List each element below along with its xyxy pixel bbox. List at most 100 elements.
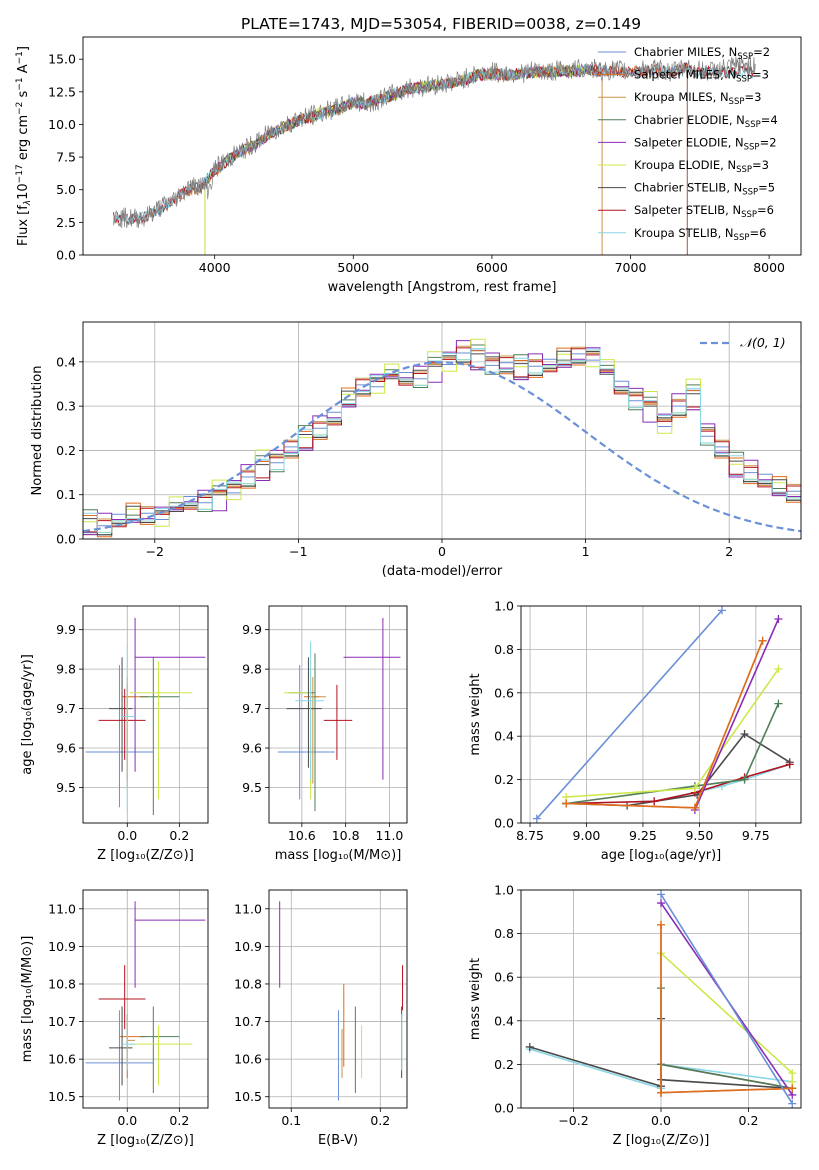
weight-line-salpeter_elodie (694, 618, 780, 811)
y-tick-label: 10.5 (234, 1089, 262, 1104)
y-tick-label: 10.7 (48, 1014, 76, 1029)
legend-label-sub: SSP (729, 97, 745, 107)
y-tick-label: 11.0 (48, 901, 76, 916)
mass-vs-ebv-panel: 0.1 0.2 10.5 10.6 10.7 10.8 10.9 11.0 E(B-V) (234, 889, 408, 1148)
y-axis-label: Flux [fλ10−17 erg cm−2 s−1 A−1] (15, 46, 33, 246)
legend-label-text: Kroupa ELODIE, N (634, 158, 736, 172)
x-tick-label: 11.0 (376, 828, 404, 843)
legend-label-sub: SSP (741, 210, 757, 220)
x-tick-label: 8000 (753, 260, 785, 275)
y-tick-label: 10.9 (234, 939, 262, 954)
y-tick-label: 12.5 (48, 84, 76, 99)
x-tick-label: 4000 (199, 260, 231, 275)
legend-label-chabrier_elodie: Chabrier ELODIE, NSSP=4 (634, 113, 778, 130)
y-axis-label-part: erg cm (16, 115, 31, 164)
y-tick-label: 1.0 (494, 883, 514, 898)
y-axis-label-part: −1 (15, 77, 25, 90)
y-tick-label: 10.0 (48, 117, 76, 132)
weight-line-chabrier_miles (660, 893, 793, 1105)
axes-frame (82, 889, 209, 1109)
legend-label-kroupa_elodie: Kroupa ELODIE, NSSP=3 (634, 158, 769, 175)
legend-label-text: Kroupa STELIB, N (634, 226, 734, 240)
y-tick-label: 0.3 (56, 399, 76, 414)
weight-marker-salpeter_elodie (774, 615, 783, 624)
weight-marker-salpeter_elodie (657, 899, 665, 908)
y-axis-label: Normed distribution (30, 366, 45, 496)
y-tick-label: 1.0 (494, 599, 514, 614)
plot-area (525, 890, 797, 1108)
weight-marker-kroupa_elodie (788, 1069, 797, 1078)
legend-label-suffix: =2 (760, 135, 777, 149)
y-axis-label-part: −2 (15, 102, 25, 115)
weight-marker-salpeter_miles (788, 1084, 797, 1093)
legend-label-salpeter_stelib: Salpeter STELIB, NSSP=6 (634, 203, 774, 220)
legend-label-sub: SSP (734, 233, 750, 243)
legend-label-sub: SSP (742, 188, 758, 198)
y-axis-label-part: −1 (15, 51, 25, 64)
y-tick-label: 9.7 (56, 701, 76, 716)
y-tick-label: 5.0 (56, 182, 76, 197)
x-tick-label: 2 (725, 544, 733, 559)
x-tick-label: 0 (438, 544, 446, 559)
x-tick-label: 0.2 (169, 828, 189, 843)
legend-label-kroupa_miles: Kroupa MILES, NSSP=3 (634, 90, 761, 107)
x-tick-label: 0.2 (370, 1113, 390, 1128)
plot-area (85, 617, 206, 816)
y-tick-label: 10.6 (48, 1052, 76, 1067)
figure-title: PLATE=1743, MJD=53054, FIBERID=0038, z=0… (241, 15, 641, 33)
weight-marker-chabrier_miles (532, 814, 541, 823)
x-tick-label: 5000 (337, 260, 369, 275)
y-tick-label: 0.6 (494, 970, 514, 985)
x-tick-label: 9.25 (629, 828, 657, 843)
weight-line-chabrier_elodie (566, 703, 780, 805)
weight-marker-chabrier_elodie (774, 699, 783, 708)
x-tick-label: −1 (289, 544, 307, 559)
x-tick-label: 10.6 (288, 828, 316, 843)
x-axis-label: E(B-V) (318, 1133, 358, 1148)
y-tick-label: 9.5 (56, 780, 76, 795)
y-axis-label: mass [log₁₀(M/M⊙)] (20, 936, 35, 1063)
legend-label-suffix: =4 (761, 113, 778, 127)
legend-label-suffix: =3 (752, 158, 769, 172)
legend-label-text: Salpeter MILES, N (634, 68, 736, 82)
y-axis-label: mass weight (468, 673, 483, 755)
weight-marker-chabrier_miles (717, 606, 726, 615)
y-tick-label: 9.9 (242, 622, 262, 637)
plot-area (83, 338, 801, 538)
y-tick-label: 0.0 (56, 248, 76, 263)
y-tick-label: 9.8 (56, 662, 76, 677)
y-tick-label: 9.6 (242, 741, 262, 756)
y-tick-label: 0.0 (494, 1101, 514, 1116)
weight-marker-chabrier_stelib (740, 730, 749, 739)
y-axis-label-part: s (16, 90, 31, 101)
x-tick-label: 0.0 (117, 828, 137, 843)
y-tick-label: 9.9 (56, 622, 76, 637)
legend-label-suffix: =3 (744, 90, 761, 104)
legend-label-kroupa_stelib: Kroupa STELIB, NSSP=6 (634, 226, 766, 243)
mass-vs-metallicity-panel: 0.0 0.2 10.5 10.6 10.7 10.8 10.9 11.0 Z [log₁₀(Z… (20, 889, 209, 1148)
plot-area (85, 901, 206, 1101)
axes-frame (520, 605, 802, 824)
plot-area (279, 901, 404, 1101)
x-tick-label: 6000 (476, 260, 508, 275)
age-vs-mass-panel: 10.6 10.8 11.0 9.5 9.6 9.7 9.8 9.9 mass [log₁₀(M… (242, 605, 408, 863)
weight-line-chabrier_miles (536, 609, 723, 820)
legend-label-normal: 𝒩(0, 1) (740, 335, 786, 350)
axes-frame (82, 36, 802, 256)
x-tick-label: 0.2 (169, 1113, 189, 1128)
weight-marker-chabrier_stelib (525, 1042, 534, 1051)
plot-area (532, 606, 794, 823)
weight-marker-kroupa_elodie (690, 784, 699, 793)
x-axis-label: age [log₁₀(age/yr)] (601, 848, 722, 863)
y-tick-label: 0.4 (494, 729, 514, 744)
y-axis-label-part: −17 (15, 164, 25, 183)
spectrum-panel: 4000 5000 6000 7000 8000 0.0 2.5 5.0 7.5 10.0 12.5… (15, 36, 802, 295)
legend-label-suffix: =6 (749, 226, 766, 240)
y-tick-label: 0.2 (56, 443, 76, 458)
x-axis-label: wavelength [Angstrom, rest frame] (328, 280, 557, 295)
y-tick-label: 0.2 (494, 772, 514, 787)
x-tick-label: 7000 (615, 260, 647, 275)
x-tick-label: 9.75 (742, 828, 770, 843)
